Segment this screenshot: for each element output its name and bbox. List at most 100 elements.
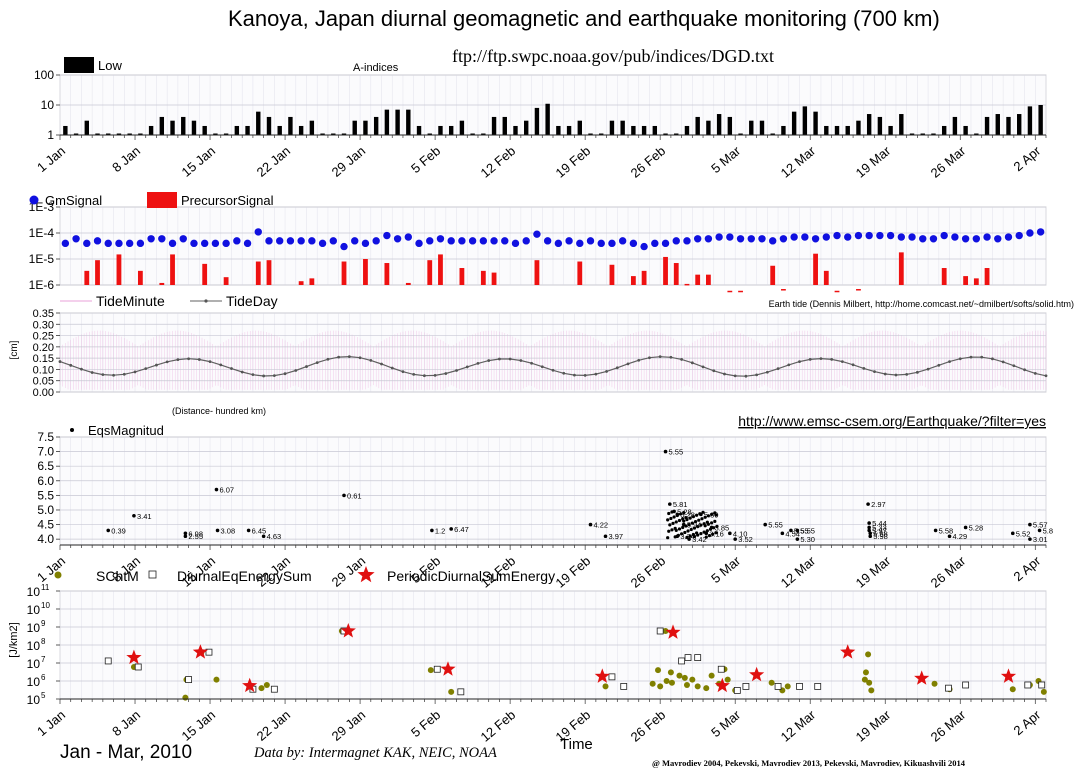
earthquake-distance-label: 4.54 bbox=[785, 529, 800, 538]
a-index-bar bbox=[791, 111, 797, 135]
gm-signal-point bbox=[876, 231, 884, 240]
gm-signal-point bbox=[554, 239, 563, 248]
a-index-bar bbox=[631, 125, 636, 135]
gm-signal-point bbox=[329, 237, 337, 245]
earthquake-point bbox=[681, 522, 686, 527]
gm-signal-point bbox=[372, 237, 380, 245]
energy-y-tick-exponent: 8 bbox=[41, 637, 46, 646]
earthquake-point bbox=[688, 534, 692, 538]
a-index-bar bbox=[566, 125, 572, 135]
gm-signal-point bbox=[629, 239, 638, 248]
tide-day-point bbox=[337, 355, 341, 359]
earthquake-point bbox=[868, 531, 873, 536]
a-index-bar bbox=[609, 120, 615, 135]
eqs-x-tick-label: 26 Mar bbox=[928, 553, 969, 591]
a-index-bar bbox=[363, 120, 368, 135]
periodic-energy-star bbox=[192, 644, 208, 659]
earthquake-distance-label: 5.89 bbox=[704, 510, 719, 519]
eq-energy-sum-point bbox=[457, 688, 465, 696]
tide-day-point bbox=[991, 357, 994, 361]
gm-signal-point bbox=[233, 237, 241, 245]
eq-energy-sum-point bbox=[433, 665, 441, 673]
earthquake-point bbox=[666, 518, 670, 522]
gm-signal-y-tick-label: 1E-4 bbox=[29, 226, 55, 240]
earthquake-point bbox=[672, 515, 676, 519]
a-index-bar bbox=[941, 125, 947, 135]
tide-day-point bbox=[723, 372, 726, 376]
eq-energy-sum-point bbox=[962, 681, 970, 689]
eq-energy-sum-point bbox=[608, 673, 616, 681]
earthquake-point bbox=[430, 528, 434, 533]
tide-day-point bbox=[701, 365, 705, 369]
schtm-point bbox=[683, 681, 690, 688]
a-index-bar bbox=[524, 120, 529, 135]
eq-energy-sum-point bbox=[733, 687, 741, 694]
gm-signal-point bbox=[747, 235, 755, 243]
gm-signal-point bbox=[640, 242, 648, 251]
legend-schtm-label: SChtM bbox=[96, 568, 139, 584]
a-index-bar bbox=[148, 125, 154, 135]
precursor-signal-bar bbox=[255, 261, 261, 285]
a-index-bar bbox=[620, 120, 625, 135]
schtm-point bbox=[768, 679, 775, 686]
earthquake-point bbox=[688, 516, 692, 520]
earthquake-distance-label: 3.41 bbox=[137, 512, 152, 521]
precursor-signal-bar bbox=[727, 290, 733, 293]
source-url-link[interactable]: ftp://ftp.swpc.noaa.gov/pub/indices/DGD.… bbox=[452, 46, 774, 66]
earthquake-distance-label: 5.28 bbox=[680, 510, 695, 519]
earthquake-point bbox=[763, 522, 768, 527]
a-index-y-tick-label: 1 bbox=[47, 128, 54, 142]
a-index-bar bbox=[373, 116, 379, 135]
eq-energy-sum-point bbox=[134, 663, 142, 671]
earthquake-point bbox=[713, 519, 717, 523]
tide-day-point bbox=[133, 370, 137, 374]
gm-signal-point bbox=[415, 239, 423, 248]
earthquake-distance-label: 5.44 bbox=[872, 519, 887, 528]
precursor-signal-bar bbox=[630, 276, 636, 285]
earthquake-point bbox=[703, 524, 707, 528]
tide-day-point bbox=[240, 370, 244, 374]
a-index-bar bbox=[749, 120, 754, 135]
earthquake-distance-label: 5.8 bbox=[1043, 526, 1053, 535]
eq-energy-sum-point bbox=[796, 683, 803, 690]
gm-signal-point bbox=[651, 239, 659, 248]
schtm-point bbox=[868, 687, 875, 694]
earthquake-distance-label: 5.57 bbox=[1033, 521, 1048, 530]
eq-energy-sum-point bbox=[684, 654, 692, 661]
earthquake-point bbox=[866, 502, 870, 506]
precursor-signal-bar bbox=[95, 260, 100, 285]
a-index-x-tick-label: 26 Mar bbox=[928, 143, 969, 181]
tide-day-point bbox=[155, 363, 158, 367]
earthquake-distance-label: 6.47 bbox=[454, 525, 469, 534]
a-index-bar bbox=[577, 120, 582, 135]
gm-signal-point bbox=[897, 233, 906, 241]
gm-signal-point bbox=[736, 235, 745, 243]
a-index-bar bbox=[588, 133, 593, 135]
a-index-bar bbox=[834, 125, 840, 135]
a-index-bar bbox=[288, 116, 293, 135]
a-index-bar bbox=[416, 125, 422, 135]
schtm-point bbox=[649, 680, 656, 687]
a-index-bar bbox=[384, 109, 390, 135]
eqs-x-tick-label: 1 Jan bbox=[34, 553, 68, 585]
earthquake-point bbox=[697, 518, 701, 522]
tide-day-point bbox=[80, 367, 83, 371]
schtm-point bbox=[931, 680, 938, 687]
schtm-point bbox=[681, 674, 688, 681]
earthquake-point bbox=[704, 531, 709, 536]
earthquake-point bbox=[706, 522, 711, 526]
a-index-bar bbox=[341, 133, 347, 135]
precursor-signal-bar bbox=[491, 272, 497, 285]
earthquake-point bbox=[666, 536, 670, 540]
precursor-signal-bar bbox=[309, 278, 315, 285]
periodic-energy-star bbox=[340, 623, 356, 638]
energy-y-tick-label: 10 bbox=[27, 693, 41, 707]
earthquake-point bbox=[868, 534, 873, 539]
earthquake-point bbox=[703, 515, 707, 519]
earthquake-distance-label: 4.63 bbox=[267, 532, 282, 541]
earthquake-distance-label: 0.61 bbox=[347, 491, 362, 500]
gm-signal-point bbox=[769, 237, 777, 245]
precursor-signal-bar bbox=[770, 265, 776, 285]
tide-day-point bbox=[787, 363, 791, 367]
tide-day-point bbox=[58, 360, 62, 363]
